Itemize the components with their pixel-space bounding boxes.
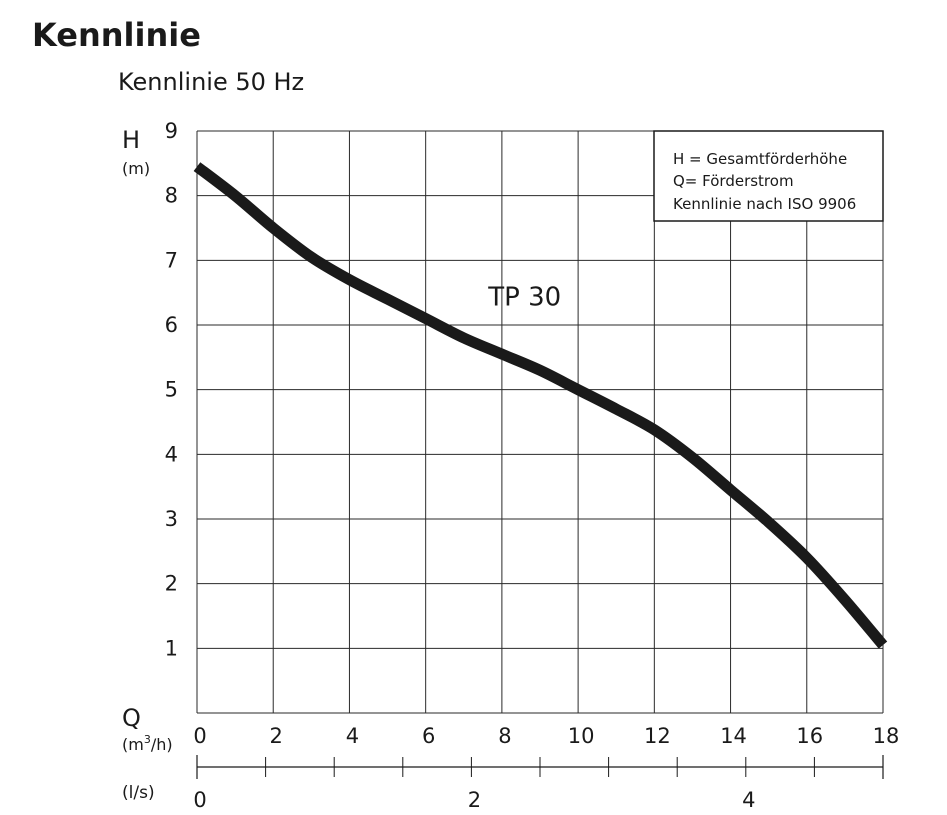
legend-line-iso: Kennlinie nach ISO 9906 (673, 195, 856, 213)
secondary-axis (196, 755, 884, 779)
y-tick-label: 4 (165, 442, 178, 466)
y-tick-label: 1 (165, 636, 178, 660)
x-tick-label: 14 (720, 724, 747, 748)
y-axis-ticks: 1 2 3 4 5 6 7 8 9 (165, 119, 178, 660)
page-subtitle: Kennlinie 50 Hz (118, 68, 305, 96)
x-tick-label: 12 (644, 724, 671, 748)
legend-frame (653, 130, 884, 222)
x-tick-label: 2 (270, 724, 283, 748)
x-axis-ticks: 0 2 4 6 8 10 12 14 16 18 (193, 724, 899, 748)
x-tick-label: 0 (193, 724, 206, 748)
series-line-tp30 (193, 162, 888, 649)
chart-grid (196, 130, 884, 714)
secondary-axis-ticks: 0 2 4 (193, 788, 755, 812)
y-tick-label: 5 (165, 378, 178, 402)
secondary-tick-label: 4 (742, 788, 755, 812)
y-tick-label: 7 (165, 248, 178, 272)
y-tick-label: 8 (165, 184, 178, 208)
secondary-tick-label: 0 (193, 788, 206, 812)
x-axis-unit: (m3/h) (122, 733, 173, 754)
page-title: Kennlinie (32, 16, 201, 54)
y-tick-label: 3 (165, 507, 178, 531)
series-label-tp30: TP 30 (487, 283, 561, 313)
x-axis-unit-prefix: (m (122, 735, 144, 754)
x-axis-label: Q (122, 704, 141, 732)
secondary-tick-label: 2 (468, 788, 481, 812)
x-tick-label: 6 (422, 724, 435, 748)
secondary-axis-unit: (l/s) (122, 783, 155, 803)
x-tick-label: 18 (873, 724, 900, 748)
x-tick-label: 10 (568, 724, 595, 748)
x-axis-unit-sup: 3 (144, 733, 151, 746)
legend-line-h: H = Gesamtförderhöhe (673, 150, 847, 168)
x-tick-label: 16 (796, 724, 823, 748)
x-tick-label: 8 (498, 724, 511, 748)
legend-line-q: Q= Förderstrom (673, 172, 794, 190)
y-tick-label: 6 (165, 313, 178, 337)
legend-box: H = Gesamtförderhöhe Q= Förderstrom Kenn… (653, 130, 884, 222)
y-tick-label: 2 (165, 572, 178, 596)
y-axis-unit: (m) (122, 159, 150, 178)
y-tick-label: 9 (165, 119, 178, 143)
x-axis-unit-suffix: /h) (151, 735, 173, 754)
x-tick-label: 4 (346, 724, 359, 748)
y-axis-label: H (122, 126, 140, 154)
